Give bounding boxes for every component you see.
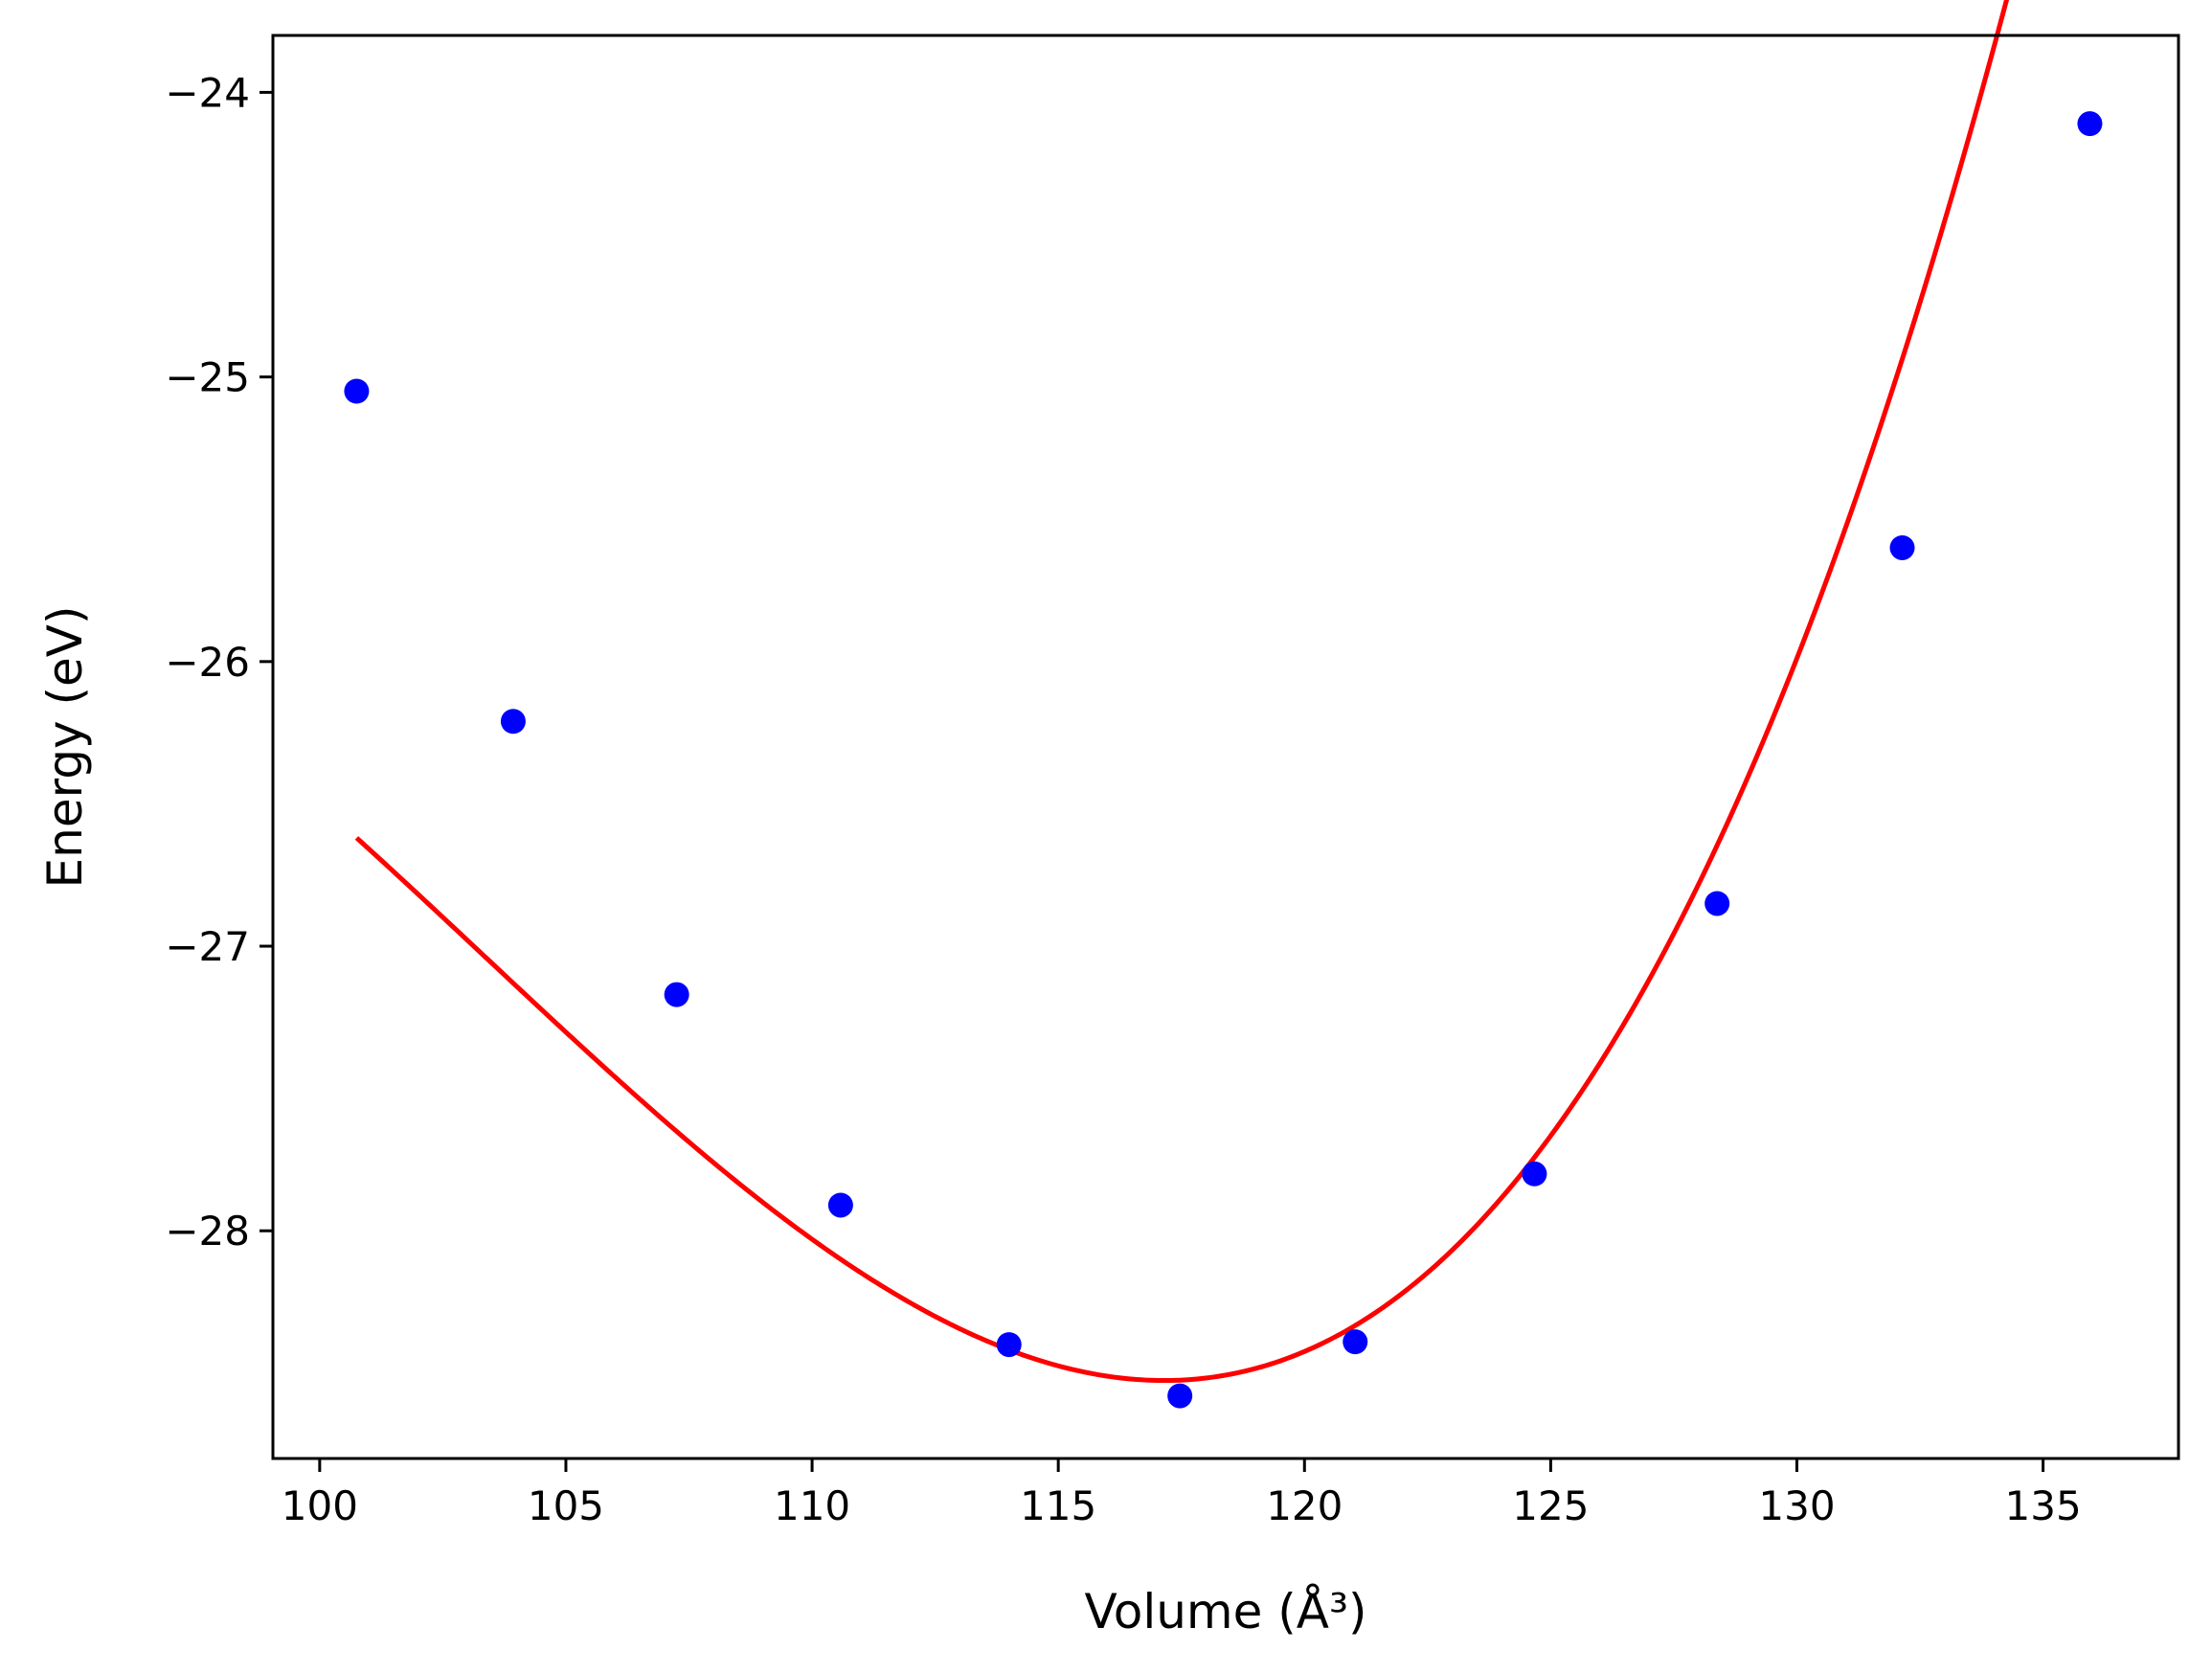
y-axis-label: Energy (eV) bbox=[37, 606, 93, 889]
data-points-group bbox=[344, 111, 2103, 1409]
data-point bbox=[996, 1332, 1022, 1358]
data-point bbox=[827, 1192, 853, 1218]
fit-curve-line bbox=[354, 0, 2010, 1384]
x-axis-ticks: 100 105 110 115 120 125 130 135 bbox=[282, 1458, 2082, 1529]
x-tick-label: 115 bbox=[1020, 1482, 1096, 1529]
fit-curve-group bbox=[354, 0, 2010, 1384]
data-point bbox=[664, 982, 689, 1007]
x-tick-label: 130 bbox=[1758, 1482, 1835, 1529]
data-point bbox=[1522, 1161, 1547, 1187]
x-tick-label: 125 bbox=[1512, 1482, 1589, 1529]
data-point bbox=[1889, 534, 1915, 560]
data-point bbox=[1167, 1383, 1193, 1409]
x-tick-label: 120 bbox=[1266, 1482, 1343, 1529]
x-tick-label: 110 bbox=[774, 1482, 850, 1529]
data-point bbox=[344, 378, 370, 404]
data-point bbox=[500, 709, 526, 735]
data-point bbox=[1704, 891, 1730, 916]
y-axis-ticks: −24 −25 −26 −27 −28 bbox=[165, 69, 273, 1255]
x-tick-label: 105 bbox=[528, 1482, 604, 1529]
y-tick-label: −28 bbox=[165, 1208, 250, 1255]
data-point bbox=[1343, 1329, 1368, 1355]
axes-frame bbox=[271, 34, 2180, 1460]
y-tick-label: −24 bbox=[165, 69, 250, 116]
y-tick-label: −26 bbox=[165, 639, 250, 686]
y-tick-label: −27 bbox=[165, 923, 250, 970]
x-tick-label: 135 bbox=[2005, 1482, 2082, 1529]
y-tick-label: −25 bbox=[165, 354, 250, 401]
x-tick-label: 100 bbox=[282, 1482, 358, 1529]
x-axis-label: Volume (Å³) bbox=[1084, 1584, 1366, 1639]
data-point bbox=[2077, 111, 2103, 137]
